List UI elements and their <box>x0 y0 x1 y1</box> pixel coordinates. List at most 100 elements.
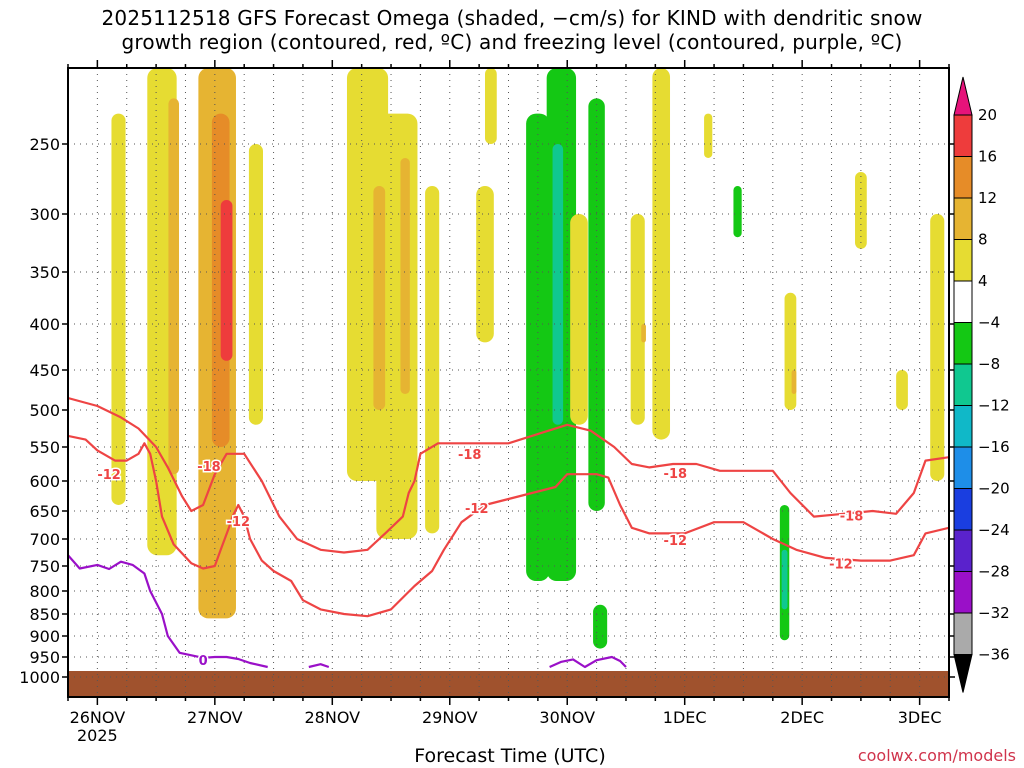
y-tick-label: 900 <box>29 627 60 646</box>
colorbar-band <box>953 114 973 157</box>
colorbar-bottom-arrow <box>953 654 973 693</box>
omega-region-0 <box>111 113 126 505</box>
x-tick-label: 28NOV <box>305 708 361 727</box>
colorbar-band <box>953 322 973 365</box>
colorbar-band <box>953 156 973 199</box>
contour-label: -18 <box>458 448 482 463</box>
contour--12-0 <box>68 434 949 618</box>
colorbar-band <box>953 280 973 323</box>
colorbar-tick-label: 16 <box>978 148 997 166</box>
contour-0-2 <box>549 655 627 669</box>
omega-region-21 <box>641 324 646 343</box>
omega-region-18 <box>593 604 608 649</box>
y-tick-label: 700 <box>29 530 60 549</box>
colorbar-tick-label: −8 <box>978 355 1000 373</box>
y-tick-label: 350 <box>29 263 60 282</box>
omega-region-5 <box>220 200 233 361</box>
x-year-label: 2025 <box>77 726 118 745</box>
colorbar-tick-label: −12 <box>978 397 1010 415</box>
colorbar-band <box>953 446 973 489</box>
contours: -18 -18 -18 -18 -12 -12 -12 -12 -12 0 <box>68 396 949 671</box>
omega-region-6 <box>248 144 263 425</box>
colorbar-tick-label: −24 <box>978 521 1010 539</box>
contour-label: -18 <box>664 467 688 482</box>
omega-region-30 <box>896 370 908 410</box>
contour-label: -18 <box>197 460 221 475</box>
chart-title-line-1: 2025112518 GFS Forecast Omega (shaded, −… <box>101 6 923 30</box>
colorbar-band <box>953 612 973 655</box>
colorbar-band <box>953 529 973 572</box>
y-tick-label: 1000 <box>19 668 60 687</box>
colorbar-band <box>953 363 973 406</box>
omega-region-23 <box>704 113 713 158</box>
y-tick-label: 550 <box>29 438 60 457</box>
y-tick-label: 250 <box>29 135 60 154</box>
omega-region-2 <box>168 98 180 475</box>
colorbar-tick-label: −32 <box>978 604 1010 622</box>
chart-title-line-2: growth region (contoured, red, ºC) and f… <box>121 30 903 54</box>
colorbar-top-arrow <box>953 76 973 116</box>
omega-region-12 <box>476 186 494 343</box>
colorbar-band <box>953 488 973 531</box>
contour-label: 0 <box>199 654 208 669</box>
y-tick-label: 850 <box>29 605 60 624</box>
colorbar-tick-label: −28 <box>978 563 1010 581</box>
colorbar-band <box>953 571 973 614</box>
omega-shading <box>111 68 945 649</box>
omega-region-13 <box>485 68 497 144</box>
colorbar-band <box>953 197 973 240</box>
colorbar-tick-label: 4 <box>978 272 988 290</box>
y-tick-label: 300 <box>29 205 60 224</box>
x-tick-label: 1DEC <box>663 708 707 727</box>
contour-0-0 <box>68 554 268 669</box>
y-tick-label: 800 <box>29 582 60 601</box>
omega-region-11 <box>425 186 440 534</box>
x-tick-label: 27NOV <box>187 708 243 727</box>
contour-label: -12 <box>97 468 121 483</box>
colorbar-tick-label: 8 <box>978 231 988 249</box>
y-tick-label: 650 <box>29 502 60 521</box>
y-tick-label: 500 <box>29 401 60 420</box>
omega-region-22 <box>652 68 671 440</box>
omega-region-20 <box>630 214 645 425</box>
y-tick-label: 750 <box>29 557 60 576</box>
omega-region-29 <box>855 172 867 249</box>
omega-region-10 <box>400 158 410 394</box>
colorbar-tick-label: −4 <box>978 314 1000 332</box>
y-tick-label: 450 <box>29 361 60 380</box>
credit-link[interactable]: coolwx.com/models <box>857 746 1016 765</box>
omega-region-9 <box>373 186 386 410</box>
x-tick-label: 26NOV <box>70 708 126 727</box>
colorbar-band <box>953 405 973 448</box>
colorbar-tick-label: −20 <box>978 480 1010 498</box>
omega-region-28 <box>781 549 788 610</box>
x-tick-label: 29NOV <box>422 708 478 727</box>
colorbar-tick-label: 12 <box>978 189 997 207</box>
colorbar-tick-label: −16 <box>978 438 1010 456</box>
contour-label: -12 <box>465 502 489 517</box>
x-tick-label: 3DEC <box>898 708 942 727</box>
contour-0-1 <box>308 663 330 669</box>
omega-region-16 <box>552 144 564 425</box>
x-axis: 26NOV 27NOV 28NOV 29NOV 30NOV 1DEC 2DEC 3DEC 202… <box>67 60 950 745</box>
omega-region-24 <box>733 186 742 238</box>
omega-region-31 <box>930 214 945 481</box>
contour--18-0 <box>68 396 949 554</box>
y-tick-label: 950 <box>29 648 60 667</box>
y-tick-label: 400 <box>29 315 60 334</box>
x-axis-label: Forecast Time (UTC) <box>414 745 606 767</box>
contour-label: -12 <box>227 515 251 530</box>
colorbar: 20 16 12 8 4 −4 −8 −12 −16 −20 −24 −28 −32 −36 <box>953 76 1010 693</box>
colorbar-band <box>953 239 973 282</box>
colorbar-tick-label: −36 <box>978 646 1010 664</box>
colorbar-tick-label: 20 <box>978 106 997 124</box>
x-tick-label: 2DEC <box>780 708 824 727</box>
contour-label: -12 <box>829 557 853 572</box>
y-axis: 250 300 350 400 450 500 550 600 650 700 750 800 850 9… <box>19 135 955 687</box>
contour-label: -12 <box>664 534 688 549</box>
contour-label: -18 <box>840 509 864 524</box>
omega-region-14 <box>526 113 550 581</box>
omega-region-26 <box>791 370 797 394</box>
y-tick-label: 600 <box>29 472 60 491</box>
